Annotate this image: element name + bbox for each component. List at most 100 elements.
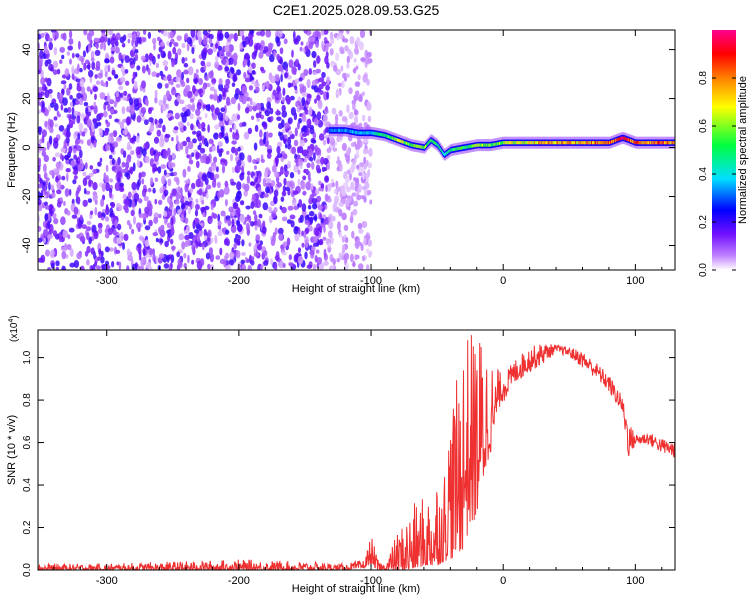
spectrogram-noise-cell [43,154,49,163]
spectrogram-noise-cell [142,212,147,221]
spectrogram-noise-cell [311,161,315,170]
spectrogram-noise-cell [135,146,141,156]
spectrogram-noise-cell [365,172,369,180]
spectrogram-noise-cell [116,237,123,245]
spectrogram-ridge-core [479,143,482,147]
spectrogram-noise-cell [177,209,182,215]
spectrogram-noise-cell [200,147,206,154]
spectrogram-noise-cell [300,41,304,46]
spectrogram-noise-cell [256,219,262,228]
spectrogram-noise-cell [122,150,127,158]
spectrogram-noise-cell [322,236,327,241]
y-tick-label: -20 [21,189,33,205]
spectrogram-noise-cell [76,145,82,152]
spectrogram-noise-cell [127,133,131,140]
spectrogram-noise-cell [171,188,177,197]
spectrogram-noise-cell [345,262,349,270]
spectrogram-noise-cell [38,109,42,114]
spectrogram-ridge-core [402,140,405,144]
spectrogram-noise-cell [127,32,133,39]
spectrogram-noise-cell [268,132,273,138]
spectrogram-ridge-core [467,145,469,149]
spectrogram-noise-cell [325,51,329,58]
spectrogram-noise-cell [190,123,194,131]
spectrogram-ridge-core [520,141,522,145]
spectrogram-noise-cell [113,100,117,108]
spectrogram-ridge-core [336,128,338,132]
spectrogram-ridge-core [607,141,610,145]
spectrogram-noise-cell [170,227,175,236]
spectrogram-noise-cell [170,87,177,96]
spectrogram-noise-cell [195,178,202,188]
spectrogram-noise-cell [152,253,156,262]
spectrogram-noise-cell [175,192,181,200]
spectrogram-noise-cell [315,189,320,195]
spectrogram-noise-cell [144,225,151,231]
spectrogram-noise-cell [177,185,181,195]
spectrogram-noise-cell [54,152,61,158]
spectrogram-noise-cell [214,61,220,69]
spectrogram-noise-cell [38,204,43,212]
spectrogram-noise-cell [109,56,115,64]
spectrogram-noise-cell [287,136,292,146]
spectrogram-noise-cell [201,51,207,61]
spectrogram-noise-cell [230,153,233,162]
spectrogram-noise-cell [357,263,364,270]
spectrogram-noise-cell [329,34,333,40]
spectrogram-noise-cell [306,78,311,89]
spectrogram-ridge-core [583,141,586,145]
spectrogram-noise-cell [217,213,221,223]
spectrogram-ridge-core [534,141,537,145]
spectrogram-noise-cell [81,131,86,137]
spectrogram-noise-cell [357,139,363,149]
spectrogram-noise-cell [258,111,262,119]
spectrogram-noise-cell [345,154,351,162]
spectrogram-ridge-core [547,141,550,145]
spectrogram-noise-cell [164,65,168,71]
spectrogram-noise-cell [240,259,246,265]
spectrogram-noise-cell [39,178,43,183]
spectrogram-noise-cell [76,115,81,124]
spectrogram-ridge-core [615,138,617,142]
spectrogram-noise-cell [140,171,146,178]
spectrogram-noise-cell [229,127,233,133]
spectrogram-noise-cell [366,51,372,58]
spectrogram-noise-cell [315,68,322,74]
spectrogram-noise-cell [131,228,135,235]
spectrogram-x-axis-label: Height of straight line (km) [292,283,420,295]
spectrogram-noise-cell [180,78,184,85]
spectrogram-noise-cell [133,57,136,65]
spectrogram-noise-cell [357,95,363,102]
spectrogram-noise-cell [225,78,231,86]
spectrogram-noise-cell [206,61,212,68]
spectrogram-noise-cell [215,255,221,260]
spectrogram-noise-cell [152,248,155,256]
spectrogram-noise-cell [86,139,91,146]
spectrogram-ridge-core [446,151,448,155]
spectrogram-noise-cell [144,206,150,214]
spectrogram-noise-cell [317,101,323,110]
spectrogram-noise-cell [177,142,181,152]
spectrogram-noise-cell [52,207,56,212]
spectrogram-ridge-core [585,141,588,145]
spectrogram-ridge-core [428,141,430,145]
spectrogram-noise-cell [58,233,62,243]
spectrogram-ridge-core [350,130,353,134]
spectrogram-noise-cell [194,90,199,97]
spectrogram-noise-cell [108,134,112,144]
spectrogram-noise-cell [133,80,138,90]
spectrogram-noise-cell [325,195,331,200]
spectrogram-noise-cell [247,265,252,270]
spectrogram-noise-cell [162,124,166,133]
spectrogram-noise-cell [192,220,196,230]
spectrogram-noise-cell [124,172,129,178]
spectrogram-noise-cell [203,138,208,147]
spectrogram-noise-cell [308,210,315,217]
spectrogram-noise-cell [321,224,326,229]
spectrogram-noise-cell [241,166,245,175]
spectrogram-noise-cell [221,130,225,139]
spectrogram-noise-cell [297,63,301,71]
spectrogram-noise-cell [68,38,74,45]
spectrogram-noise-cell [55,176,59,183]
spectrogram-ridge-core [362,131,365,135]
